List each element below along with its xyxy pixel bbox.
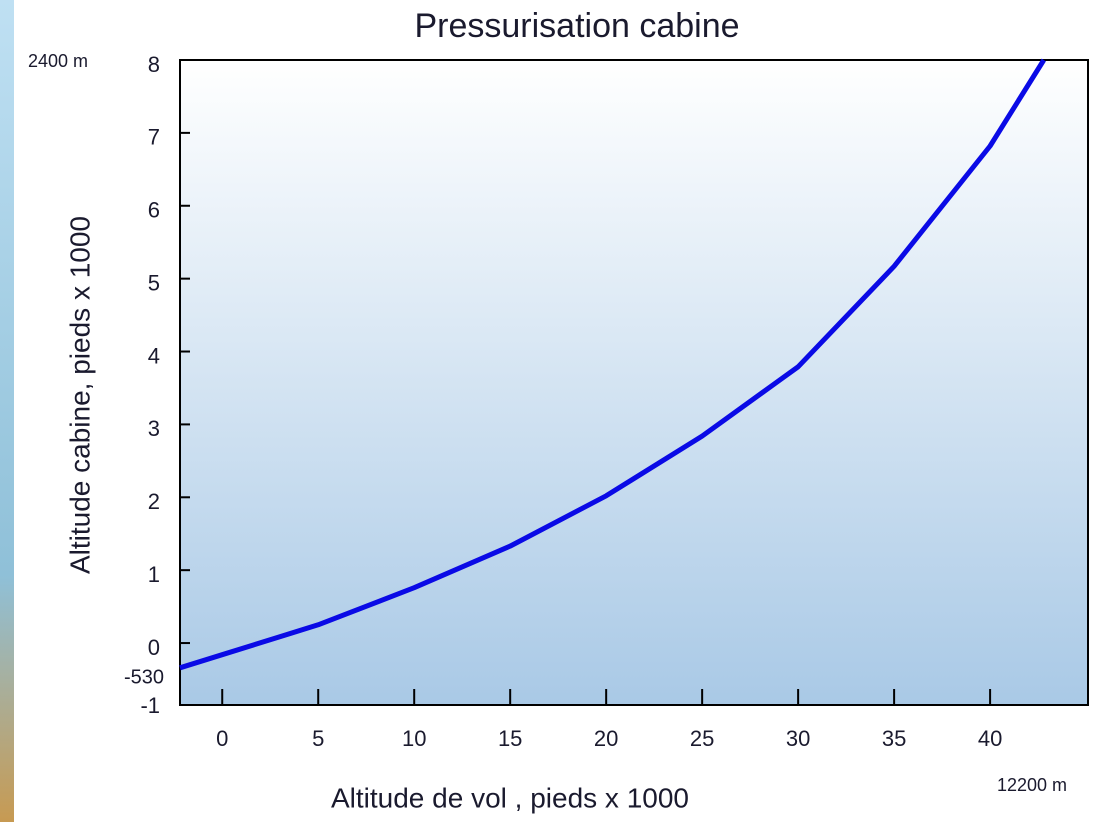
y-tick-label: -1 (140, 693, 160, 718)
y-tick-label: 6 (148, 198, 160, 223)
x-axis-label: Altitude de vol , pieds x 1000 (331, 782, 689, 813)
y-tick-label: 4 (148, 343, 160, 368)
chart-title: Pressurisation cabine (414, 7, 739, 45)
y-tick-label: 2 (148, 489, 160, 514)
x-tick-label: 0 (216, 726, 228, 751)
annotation: -530 (124, 666, 164, 688)
x-tick-label: 5 (312, 726, 324, 751)
side-strip (0, 0, 14, 822)
y-tick-label: 8 (148, 52, 160, 77)
x-tick-label: 25 (690, 726, 714, 751)
plot-area (180, 60, 1088, 705)
chart: Pressurisation cabine Altitude de vol , … (0, 0, 1094, 822)
y-tick-label: 7 (148, 125, 160, 150)
x-tick-label: 35 (882, 726, 906, 751)
annotation: 12200 m (997, 775, 1067, 795)
y-tick-label: 5 (148, 270, 160, 295)
y-tick-label: 1 (148, 562, 160, 587)
x-tick-label: 10 (402, 726, 426, 751)
x-tick-label: 40 (978, 726, 1002, 751)
y-axis-label: Altitude cabine, pieds x 1000 (64, 216, 95, 574)
y-tick-label: 3 (148, 416, 160, 441)
annotation: 2400 m (28, 51, 88, 71)
x-tick-label: 15 (498, 726, 522, 751)
y-tick-label: 0 (148, 635, 160, 660)
x-tick-label: 20 (594, 726, 618, 751)
x-tick-label: 30 (786, 726, 810, 751)
